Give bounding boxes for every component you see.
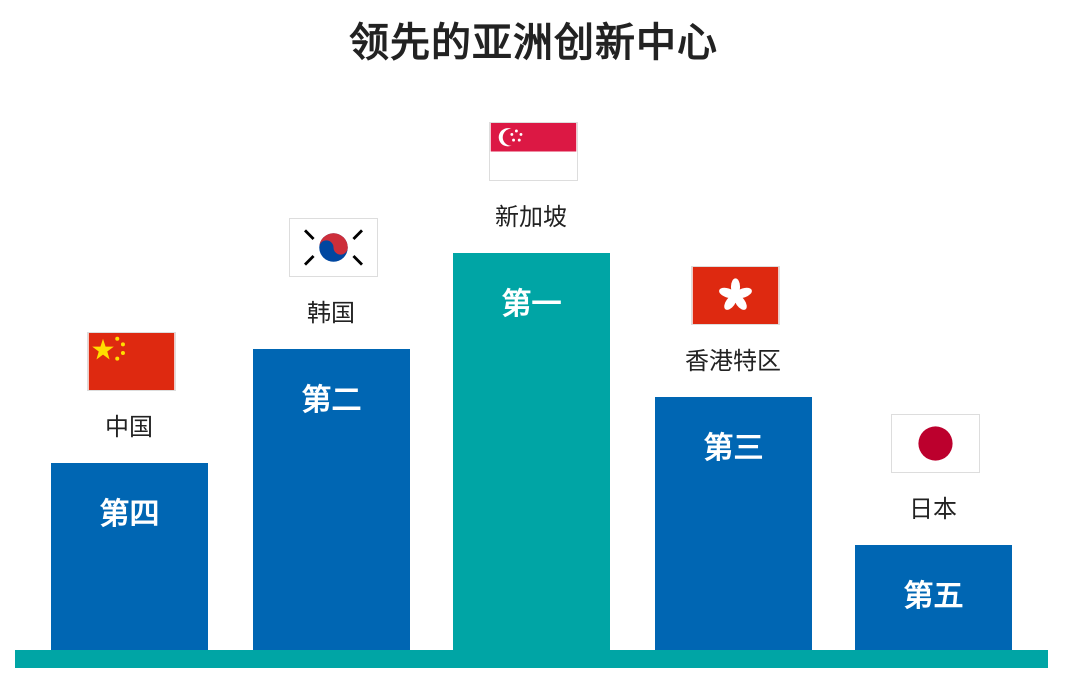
rank-label: 第四 [99,497,160,532]
bar-5: 第五 [855,545,1012,650]
category-label: 中国 [105,413,153,441]
bar-1: 第四 [51,463,208,650]
bar-3: 第一 [453,253,610,650]
rank-label: 第二 [301,383,362,418]
hong-kong-flag-icon [692,267,779,324]
rank-label: 第一 [501,287,562,322]
category-label: 日本 [909,495,957,523]
bar-4: 第三 [655,397,812,650]
chart-title: 领先的亚洲创新中心 [349,20,718,66]
category-label: 新加坡 [495,203,567,231]
bar-2: 第二 [253,349,410,650]
base-strip [15,650,1048,668]
rank-label: 第五 [903,579,964,614]
japan-flag-icon [892,415,979,472]
south-korea-flag-icon [290,219,377,276]
category-label: 韩国 [307,299,355,327]
rank-label: 第三 [703,431,764,466]
china-flag-icon [88,333,175,390]
category-label: 香港特区 [685,347,781,375]
singapore-flag-icon [490,123,577,180]
